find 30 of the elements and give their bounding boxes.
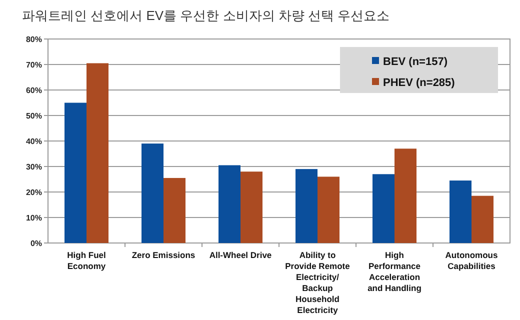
y-tick-label: 10% <box>26 214 42 222</box>
y-tick-label: 70% <box>26 60 42 70</box>
bar <box>164 178 186 243</box>
x-tick-label: High Performance Acceleration and Handling <box>368 250 422 293</box>
bar <box>450 180 472 243</box>
chart-title: 파워트레인 선호에서 EV를 우선한 소비자의 차량 선택 우선요소 <box>22 8 390 23</box>
bar <box>472 196 494 243</box>
bar <box>86 63 108 243</box>
y-tick-label: 20% <box>26 188 42 197</box>
bar <box>372 174 394 243</box>
x-tick-label: Zero Emissions <box>132 250 196 260</box>
y-tick-label: 60% <box>26 86 42 95</box>
bar <box>142 144 164 243</box>
legend-label: BEV (n=157) <box>383 56 448 68</box>
y-tick-label: 40% <box>26 137 42 146</box>
bar <box>64 102 86 243</box>
x-tick-label: High Fuel Economy <box>67 250 106 271</box>
y-tick-label: 80% <box>26 35 42 44</box>
legend-label: PHEV (n=285) <box>383 77 456 89</box>
bar <box>218 165 240 243</box>
bar <box>394 148 416 243</box>
y-tick-label: 30% <box>26 162 42 172</box>
bar <box>318 176 340 243</box>
bar <box>240 172 262 243</box>
x-tick-label: All-Wheel Drive <box>209 250 272 260</box>
y-tick-label: 50% <box>26 112 42 120</box>
x-tick-label: Autonomous Capabilities <box>445 250 498 271</box>
bar <box>296 169 318 243</box>
y-tick-label: 0% <box>30 239 42 248</box>
x-tick-label: Ability to Provide Remote Electricity/ Backup Household Electricity <box>285 250 350 315</box>
